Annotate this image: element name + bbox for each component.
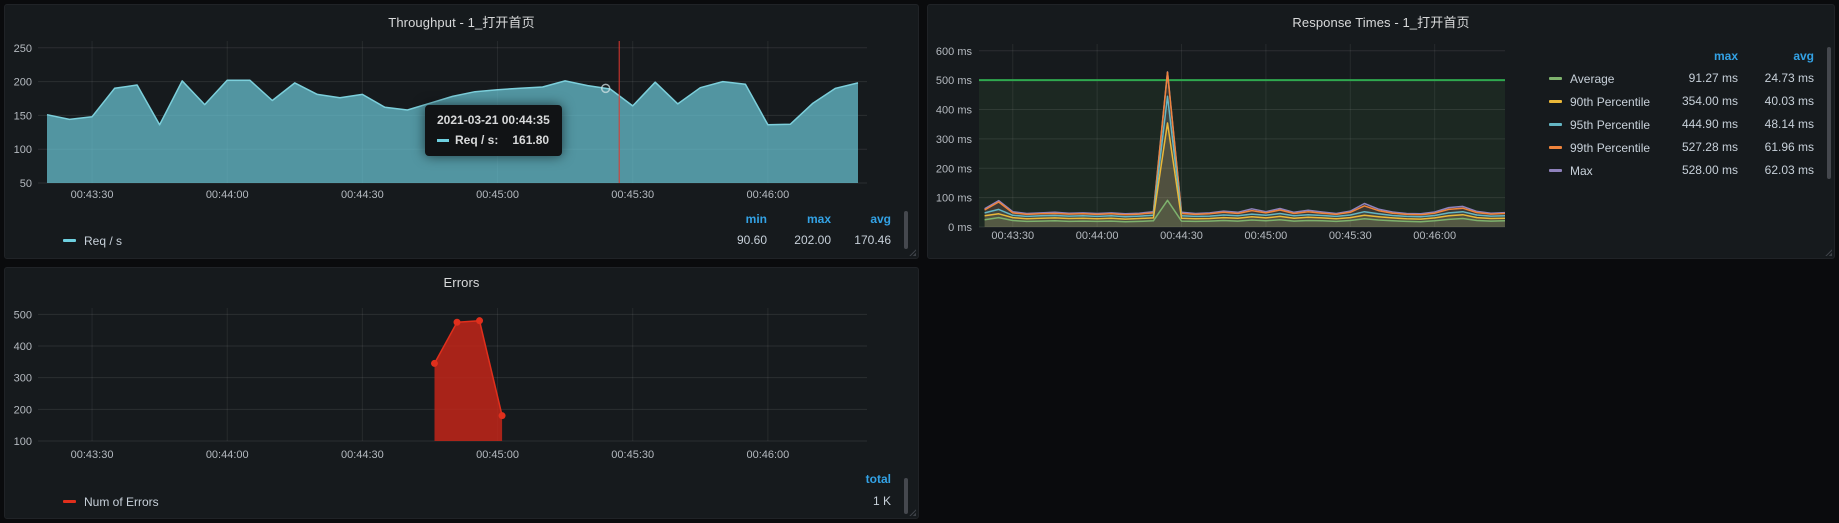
svg-text:100 ms: 100 ms: [936, 193, 973, 205]
svg-text:600 ms: 600 ms: [936, 46, 973, 58]
svg-text:00:44:00: 00:44:00: [206, 449, 249, 461]
legend-avg-average: 24.73 ms: [1764, 71, 1814, 85]
svg-text:400: 400: [14, 341, 32, 353]
legend-label-max[interactable]: Max: [1570, 163, 1593, 178]
legend-value-total: 1 K: [872, 494, 891, 508]
legend-dash-90th[interactable]: [1549, 100, 1562, 104]
legend-dash-errors[interactable]: [63, 500, 76, 504]
legend-row-average[interactable]: Average: [1549, 70, 1614, 88]
svg-text:300 ms: 300 ms: [936, 134, 973, 146]
legend-series-reqs[interactable]: Req / s: [63, 232, 122, 250]
panel-title-throughput[interactable]: Throughput - 1_打开首页: [388, 15, 535, 30]
legend-avg-max: 62.03 ms: [1764, 163, 1814, 177]
legend-label-errors[interactable]: Num of Errors: [84, 494, 159, 509]
svg-text:500 ms: 500 ms: [936, 75, 973, 87]
panel-title-response-times[interactable]: Response Times - 1_打开首页: [1292, 15, 1470, 30]
legend-avg-90th: 40.03 ms: [1764, 94, 1814, 108]
legend-header-max[interactable]: max: [1713, 49, 1738, 63]
legend-series-errors[interactable]: Num of Errors: [63, 493, 159, 511]
svg-text:00:43:30: 00:43:30: [71, 449, 114, 461]
legend-max-95th: 444.90 ms: [1681, 117, 1738, 131]
legend-scrollbar[interactable]: [904, 211, 908, 249]
legend-value-max: 202.00: [794, 233, 831, 247]
legend-label-99th[interactable]: 99th Percentile: [1570, 140, 1651, 155]
svg-text:00:44:30: 00:44:30: [341, 449, 384, 461]
graph-tooltip: 2021-03-21 00:44:35 Req / s: 161.80: [425, 105, 562, 156]
panel-throughput: Throughput - 1_打开首页 50 100 150 200 250 00:43:…: [4, 4, 919, 259]
svg-text:50: 50: [20, 178, 32, 190]
svg-text:00:45:00: 00:45:00: [1244, 230, 1287, 242]
tooltip-value: 161.80: [512, 133, 550, 147]
legend-header-total[interactable]: total: [865, 472, 891, 486]
response-times-chart[interactable]: 0 ms 100 ms 200 ms 300 ms 400 ms 500 ms 600 ms…: [928, 5, 1836, 260]
legend-row-90th[interactable]: 90th Percentile: [1549, 93, 1650, 111]
legend-avg-95th: 48.14 ms: [1764, 117, 1814, 131]
legend-header-max[interactable]: max: [806, 212, 831, 226]
svg-text:00:46:00: 00:46:00: [1413, 230, 1456, 242]
legend-dash-average[interactable]: [1549, 77, 1562, 81]
svg-text:00:46:00: 00:46:00: [746, 189, 789, 201]
svg-text:00:43:30: 00:43:30: [991, 230, 1034, 242]
svg-text:200 ms: 200 ms: [936, 163, 973, 175]
legend-max-max: 528.00 ms: [1681, 163, 1738, 177]
legend-value-min: 90.60: [736, 233, 767, 247]
panel-title-errors[interactable]: Errors: [443, 275, 480, 290]
legend-scrollbar[interactable]: [1827, 47, 1831, 179]
svg-text:00:44:30: 00:44:30: [341, 189, 384, 201]
svg-text:00:45:30: 00:45:30: [611, 449, 654, 461]
legend-scrollbar[interactable]: [904, 478, 908, 514]
legend-header-avg[interactable]: avg: [1793, 49, 1814, 63]
legend-value-avg: 170.46: [854, 233, 891, 247]
legend-row-99th[interactable]: 99th Percentile: [1549, 139, 1650, 157]
svg-text:100: 100: [14, 144, 32, 156]
svg-text:00:45:00: 00:45:00: [476, 449, 519, 461]
svg-text:00:44:00: 00:44:00: [206, 189, 249, 201]
legend-dash-95th[interactable]: [1549, 123, 1562, 127]
svg-text:200: 200: [14, 77, 32, 89]
legend-max-90th: 354.00 ms: [1681, 94, 1738, 108]
legend-label-reqs[interactable]: Req / s: [84, 233, 123, 248]
panel-resize-handle[interactable]: [907, 247, 916, 256]
legend-label-90th[interactable]: 90th Percentile: [1570, 94, 1651, 109]
svg-text:00:43:30: 00:43:30: [71, 189, 114, 201]
legend-header-min[interactable]: min: [745, 212, 767, 226]
legend-row-max[interactable]: Max: [1549, 162, 1593, 180]
svg-text:00:44:00: 00:44:00: [1076, 230, 1119, 242]
legend-avg-99th: 61.96 ms: [1764, 140, 1814, 154]
tooltip-series-label: Req / s:: [455, 133, 499, 147]
svg-text:00:45:30: 00:45:30: [1329, 230, 1372, 242]
svg-text:100: 100: [14, 436, 32, 448]
legend-dash-max[interactable]: [1549, 169, 1562, 173]
legend-label-95th[interactable]: 95th Percentile: [1570, 117, 1651, 132]
svg-text:500: 500: [14, 309, 32, 321]
panel-errors: Errors 100 200 300 400 500 00:43:30 00:44:00 00…: [4, 267, 919, 519]
legend-label-average[interactable]: Average: [1570, 71, 1615, 86]
svg-text:200: 200: [14, 404, 32, 416]
series-color-dash: [437, 138, 449, 142]
svg-text:400 ms: 400 ms: [936, 105, 973, 117]
legend-header-avg[interactable]: avg: [870, 212, 891, 226]
svg-text:150: 150: [14, 110, 32, 122]
legend-dash-reqs[interactable]: [63, 239, 76, 243]
legend-max-99th: 527.28 ms: [1681, 140, 1738, 154]
svg-text:0 ms: 0 ms: [948, 222, 972, 234]
svg-text:00:44:30: 00:44:30: [1160, 230, 1203, 242]
legend-row-95th[interactable]: 95th Percentile: [1549, 116, 1650, 134]
legend-dash-99th[interactable]: [1549, 146, 1562, 150]
panel-resize-handle[interactable]: [907, 507, 916, 516]
svg-text:250: 250: [14, 43, 32, 55]
legend-max-average: 91.27 ms: [1688, 71, 1738, 85]
tooltip-timestamp: 2021-03-21 00:44:35: [437, 113, 550, 127]
panel-response-times: Response Times - 1_打开首页 0 ms 100 ms 200 ms…: [927, 4, 1835, 259]
errors-chart[interactable]: 100 200 300 400 500 00:43:30 00:44:00 00:44:30 0…: [5, 268, 920, 520]
panel-resize-handle[interactable]: [1823, 247, 1832, 256]
svg-text:00:46:00: 00:46:00: [746, 449, 789, 461]
svg-text:00:45:00: 00:45:00: [476, 189, 519, 201]
svg-text:300: 300: [14, 373, 32, 385]
svg-text:00:45:30: 00:45:30: [611, 189, 654, 201]
